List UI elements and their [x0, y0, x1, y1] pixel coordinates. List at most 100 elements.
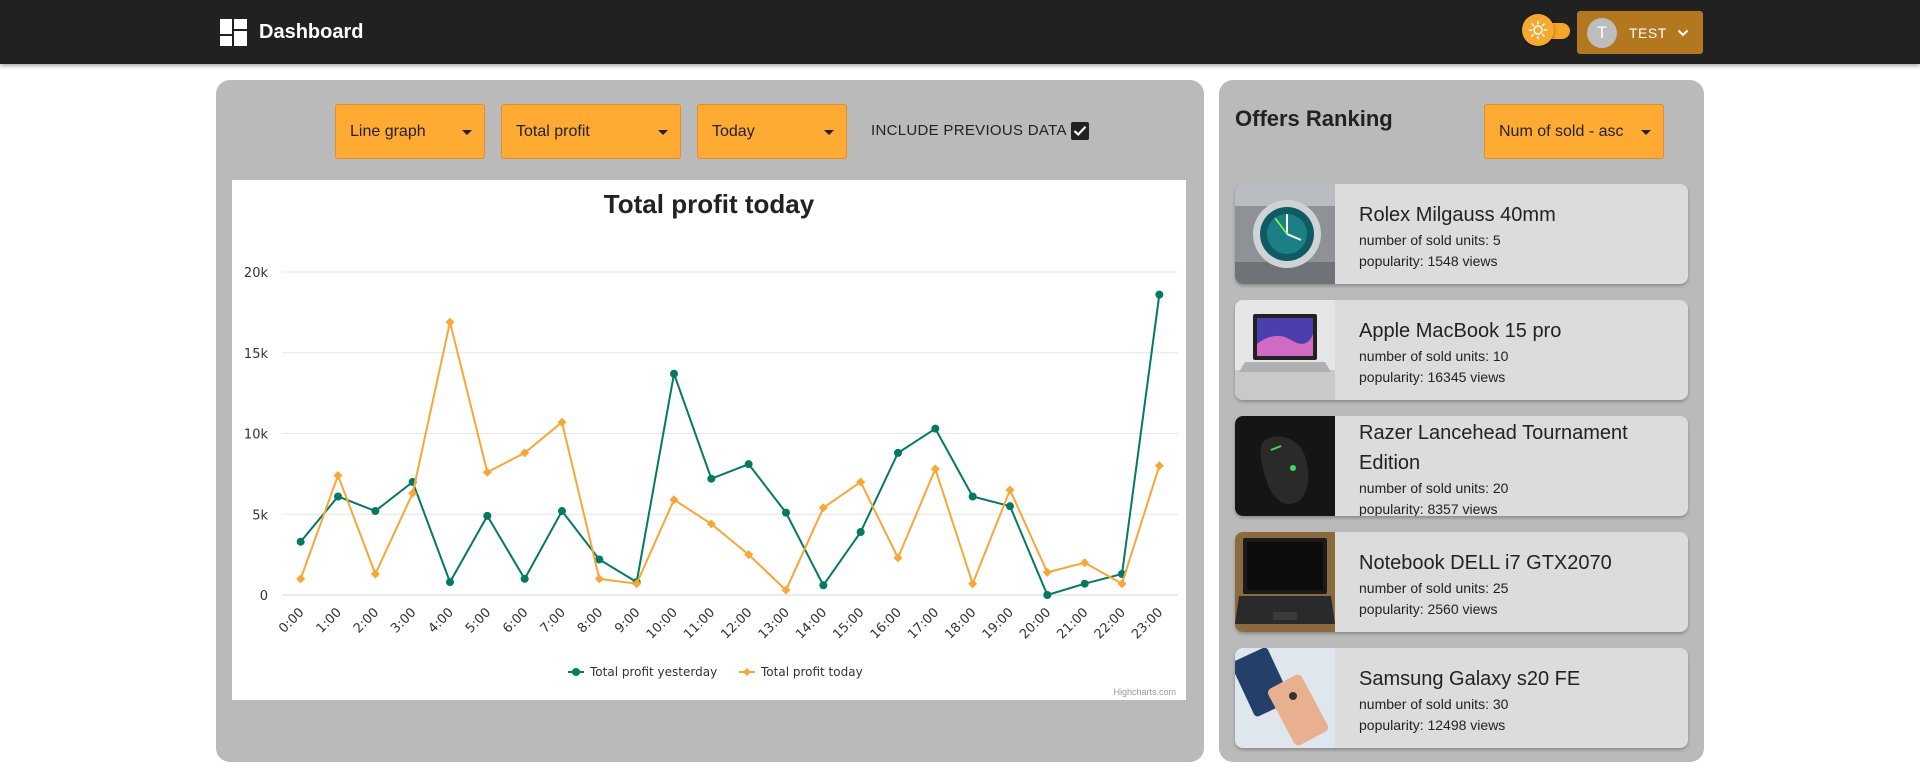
data-point[interactable]	[371, 507, 380, 516]
line-chart: Total profit today 0 5k 10k 15k 20k 0:00 1:00…	[244, 189, 1178, 697]
series-line[interactable]	[299, 321, 1161, 592]
data-point[interactable]	[520, 448, 530, 458]
data-point[interactable]	[594, 574, 604, 584]
data-point[interactable]	[931, 424, 940, 433]
x-tick-label: 21:00	[1054, 605, 1091, 642]
offer-card[interactable]: Razer Lancehead Tournament Edition numbe…	[1235, 416, 1688, 516]
data-point[interactable]	[894, 448, 902, 457]
data-point[interactable]	[744, 550, 754, 560]
offer-card[interactable]: Rolex Milgauss 40mm number of sold units…	[1235, 184, 1688, 284]
series-line[interactable]	[299, 294, 1161, 597]
graph-type-value: Line graph	[350, 122, 426, 140]
avatar: T	[1587, 17, 1617, 48]
data-point[interactable]	[669, 495, 679, 505]
chart-credit[interactable]: Highcharts.com	[1113, 687, 1176, 697]
offer-title: Apple MacBook 15 pro	[1359, 320, 1562, 342]
data-point[interactable]	[1155, 290, 1164, 299]
include-previous-label[interactable]: INCLUDE PREVIOUS DATA	[871, 122, 1067, 139]
data-point[interactable]	[334, 492, 342, 501]
offer-sold: number of sold units: 30	[1359, 696, 1509, 712]
app-title: Dashboard	[259, 20, 364, 43]
x-tick-label: 0:00	[276, 605, 307, 636]
offer-image-phone	[1235, 648, 1335, 748]
data-point[interactable]	[819, 581, 828, 590]
data-point[interactable]	[1042, 567, 1052, 577]
data-point[interactable]	[558, 507, 566, 516]
data-point[interactable]	[781, 585, 791, 595]
offer-popularity: popularity: 16345 views	[1359, 369, 1506, 385]
data-point[interactable]	[632, 579, 642, 589]
data-point[interactable]	[483, 511, 492, 520]
data-point[interactable]	[1080, 579, 1089, 588]
data-point[interactable]	[930, 464, 940, 474]
x-tick-label: 4:00	[426, 605, 457, 636]
data-point[interactable]	[520, 574, 529, 583]
chart-panel: Line graph Total profit Today INCLUDE PR…	[216, 80, 1204, 762]
theme-toggle[interactable]	[1522, 14, 1570, 46]
data-point[interactable]	[1006, 502, 1014, 511]
x-tick-label: 8:00	[575, 605, 606, 636]
data-point[interactable]	[296, 574, 306, 584]
caret-down-icon	[658, 130, 668, 135]
data-point[interactable]	[856, 477, 866, 487]
data-point[interactable]	[408, 488, 418, 498]
include-previous-checkbox[interactable]	[1071, 122, 1089, 140]
data-point[interactable]	[557, 417, 567, 427]
data-point[interactable]	[707, 474, 716, 483]
data-point[interactable]	[856, 528, 865, 537]
data-point[interactable]	[968, 579, 978, 589]
data-point[interactable]	[446, 578, 454, 587]
data-point[interactable]	[818, 503, 828, 513]
data-point[interactable]	[445, 317, 455, 327]
toggle-knob[interactable]	[1522, 14, 1554, 46]
data-point[interactable]	[333, 470, 343, 480]
data-point[interactable]	[706, 519, 716, 529]
period-select[interactable]: Today	[697, 104, 847, 159]
brand[interactable]: Dashboard	[220, 18, 364, 46]
x-tick-label: 10:00	[644, 605, 681, 642]
data-point[interactable]	[595, 555, 604, 564]
data-point[interactable]	[1154, 461, 1164, 471]
user-name: TEST	[1629, 24, 1667, 41]
data-point[interactable]	[1117, 579, 1127, 589]
offer-image-notebook	[1235, 532, 1335, 632]
data-point[interactable]	[1043, 591, 1052, 599]
x-tick-label: 18:00	[942, 605, 979, 642]
data-point[interactable]	[782, 508, 790, 517]
data-point[interactable]	[482, 467, 492, 477]
data-point[interactable]	[1005, 485, 1015, 495]
legend-marker[interactable]	[743, 668, 751, 676]
data-point[interactable]	[744, 460, 753, 469]
y-tick-label: 0	[260, 589, 268, 604]
data-point[interactable]	[1080, 558, 1090, 568]
offer-image-mouse	[1235, 416, 1335, 516]
data-point[interactable]	[893, 553, 903, 563]
x-tick-label: 12:00	[718, 605, 755, 642]
x-tick-label: 11:00	[681, 605, 718, 642]
x-tick-label: 23:00	[1129, 605, 1166, 642]
offer-text: Notebook DELL i7 GTX2070 number of sold …	[1359, 548, 1669, 620]
data-point[interactable]	[370, 569, 380, 579]
user-menu-button[interactable]: T TEST	[1577, 11, 1703, 54]
x-tick-label: 7:00	[538, 605, 569, 636]
x-tick-label: 9:00	[612, 605, 643, 636]
offer-sold: number of sold units: 10	[1359, 348, 1509, 364]
metric-select[interactable]: Total profit	[501, 104, 681, 159]
x-tick-label: 2:00	[351, 605, 382, 636]
offer-card[interactable]: Apple MacBook 15 pro number of sold unit…	[1235, 300, 1688, 400]
legend-marker[interactable]	[572, 668, 580, 676]
dashboard-icon	[220, 18, 247, 46]
offer-card[interactable]: Samsung Galaxy s20 FE number of sold uni…	[1235, 648, 1688, 748]
offer-card[interactable]: Notebook DELL i7 GTX2070 number of sold …	[1235, 532, 1688, 632]
legend-item[interactable]: Total profit yesterday	[589, 665, 717, 679]
app-bar: Dashboard T TEST	[0, 0, 1920, 64]
graph-type-select[interactable]: Line graph	[335, 104, 485, 159]
x-tick-label: 13:00	[756, 605, 793, 642]
data-point[interactable]	[968, 492, 977, 501]
data-point[interactable]	[670, 369, 678, 378]
sort-select[interactable]: Num of sold - asc	[1484, 104, 1664, 159]
data-point[interactable]	[296, 537, 305, 546]
y-tick-label: 15k	[244, 347, 269, 362]
legend-item[interactable]: Total profit today	[760, 665, 863, 679]
x-tick-label: 17:00	[905, 605, 942, 642]
